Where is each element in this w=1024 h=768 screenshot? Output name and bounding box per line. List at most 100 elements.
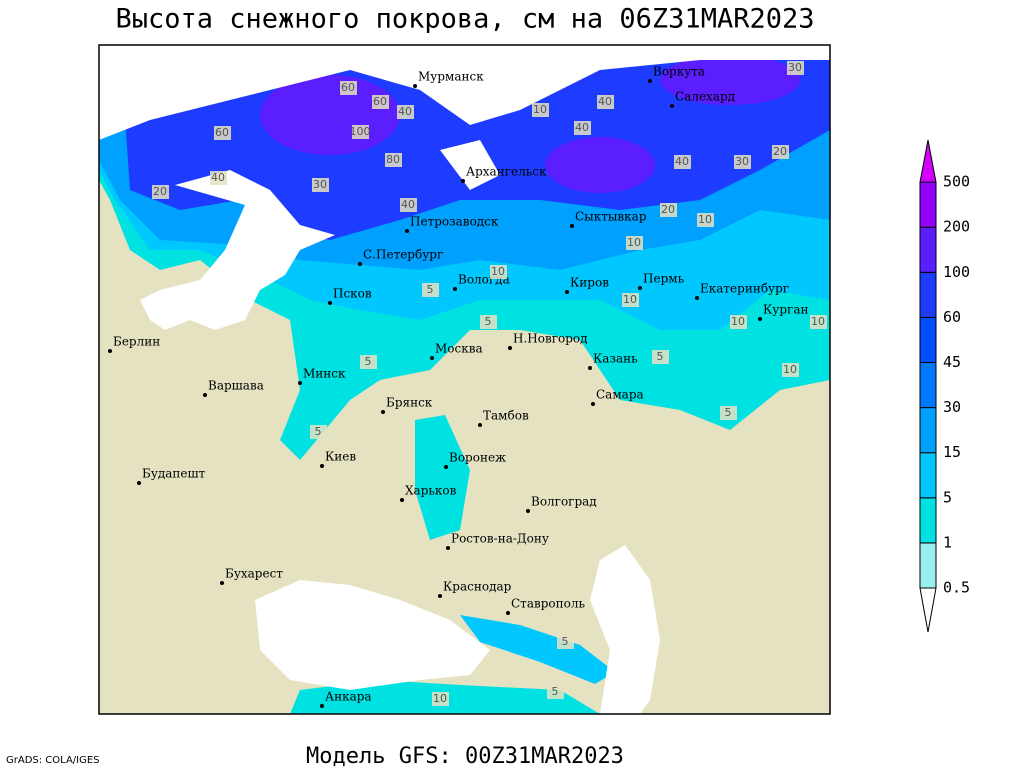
colorbar-band [919, 497, 937, 544]
colorbar-band [919, 407, 937, 454]
city-label: Берлин [113, 335, 160, 349]
city-label: Псков [333, 287, 372, 301]
contour-label-box [490, 265, 507, 279]
contour-label: 40 [575, 121, 589, 134]
contour-label-box [422, 283, 439, 297]
contour-label-box [480, 315, 497, 329]
contour-label-box [782, 363, 799, 377]
contour-label-box [352, 125, 369, 139]
colorbar-label: 1 [943, 533, 952, 551]
contour-label: 40 [211, 171, 225, 184]
city-label: Самара [596, 388, 644, 402]
city-dot [320, 704, 324, 708]
contour-label-box [787, 61, 804, 75]
city-dot [453, 287, 457, 291]
snow-area [660, 55, 800, 105]
city-label: Пермь [643, 272, 685, 286]
contour-label-box [400, 198, 417, 212]
credit: GrADS: COLA/IGES [6, 755, 100, 766]
sea [99, 45, 830, 140]
contour-label: 10 [698, 213, 712, 226]
contour-label-box [547, 685, 564, 699]
city-label: Москва [435, 342, 483, 356]
city-dot [526, 509, 530, 513]
contour-label: 20 [153, 185, 167, 198]
contour-label: 10 [433, 692, 447, 705]
contour-label: 20 [773, 145, 787, 158]
contour-label-box [210, 171, 227, 185]
contour-label: 80 [386, 153, 400, 166]
city-label: Киров [570, 276, 609, 290]
city-dot [137, 481, 141, 485]
colorbar-band [919, 362, 937, 409]
city-label: Брянск [386, 396, 433, 410]
city-label: Будапешт [142, 467, 206, 481]
city-dot [320, 464, 324, 468]
city-label: Казань [593, 352, 638, 366]
city-dot [461, 179, 465, 183]
city-label: Воронеж [449, 451, 506, 465]
contour-label: 10 [627, 236, 641, 249]
contour-label-box [397, 105, 414, 119]
subtitle: Модель GFS: 00Z31MAR2023 [306, 744, 624, 768]
contour-label: 5 [315, 425, 322, 438]
city-dot [478, 423, 482, 427]
contour-label-box [772, 145, 789, 159]
contour-label: 5 [427, 283, 434, 296]
contour-label: 5 [562, 635, 569, 648]
colorbar-label: 100 [943, 263, 970, 281]
city-label: Воркута [653, 65, 705, 79]
contour-label-box [310, 425, 327, 439]
city-dot [670, 104, 674, 108]
contour-label-box [652, 350, 669, 364]
colorbar-label: 15 [943, 443, 961, 461]
contour-label-box [674, 155, 691, 169]
contour-label: 10 [811, 315, 825, 328]
contour-label-box [385, 153, 402, 167]
city-dot [588, 366, 592, 370]
city-label: С.Петербург [363, 248, 443, 262]
contour-label-box [312, 178, 329, 192]
contour-label: 5 [365, 355, 372, 368]
contour-label-box [372, 95, 389, 109]
city-dot [570, 224, 574, 228]
contour-label: 60 [215, 126, 229, 139]
contour-label: 5 [552, 685, 559, 698]
snow-area [415, 415, 470, 540]
city-label: Тамбов [483, 409, 529, 423]
city-label: Курган [763, 303, 808, 317]
city-label: Н.Новгород [513, 332, 588, 346]
contour-label: 20 [661, 203, 675, 216]
city-label: Волгоград [531, 495, 597, 509]
contour-label: 40 [401, 198, 415, 211]
city-dot [648, 79, 652, 83]
sea [590, 545, 660, 714]
contour-label-box [214, 126, 231, 140]
colorbar-label: 60 [943, 308, 961, 326]
colorbar-label: 500 [943, 173, 970, 191]
contour-label: 10 [731, 315, 745, 328]
contour-label-box [432, 692, 449, 706]
city-label: Екатеринбург [700, 282, 789, 296]
sea [255, 580, 490, 690]
contour-label: 60 [373, 95, 387, 108]
snow-area [460, 615, 615, 684]
colorbar-label: 45 [943, 353, 961, 371]
contour-label-box [810, 315, 827, 329]
contour-label-box [697, 213, 714, 227]
contour-label-box [720, 406, 737, 420]
city-dot [565, 290, 569, 294]
contour-label-box [340, 81, 357, 95]
contour-label: 30 [788, 61, 802, 74]
city-label: Варшава [208, 379, 264, 393]
contour-label-box [626, 236, 643, 250]
colorbar-band [919, 452, 937, 499]
contour-label-box [574, 121, 591, 135]
colorbar-band [919, 181, 937, 228]
contour-label-box [532, 103, 549, 117]
city-label: Петрозаводск [410, 215, 499, 229]
city-dot [405, 229, 409, 233]
contour-label: 40 [675, 155, 689, 168]
